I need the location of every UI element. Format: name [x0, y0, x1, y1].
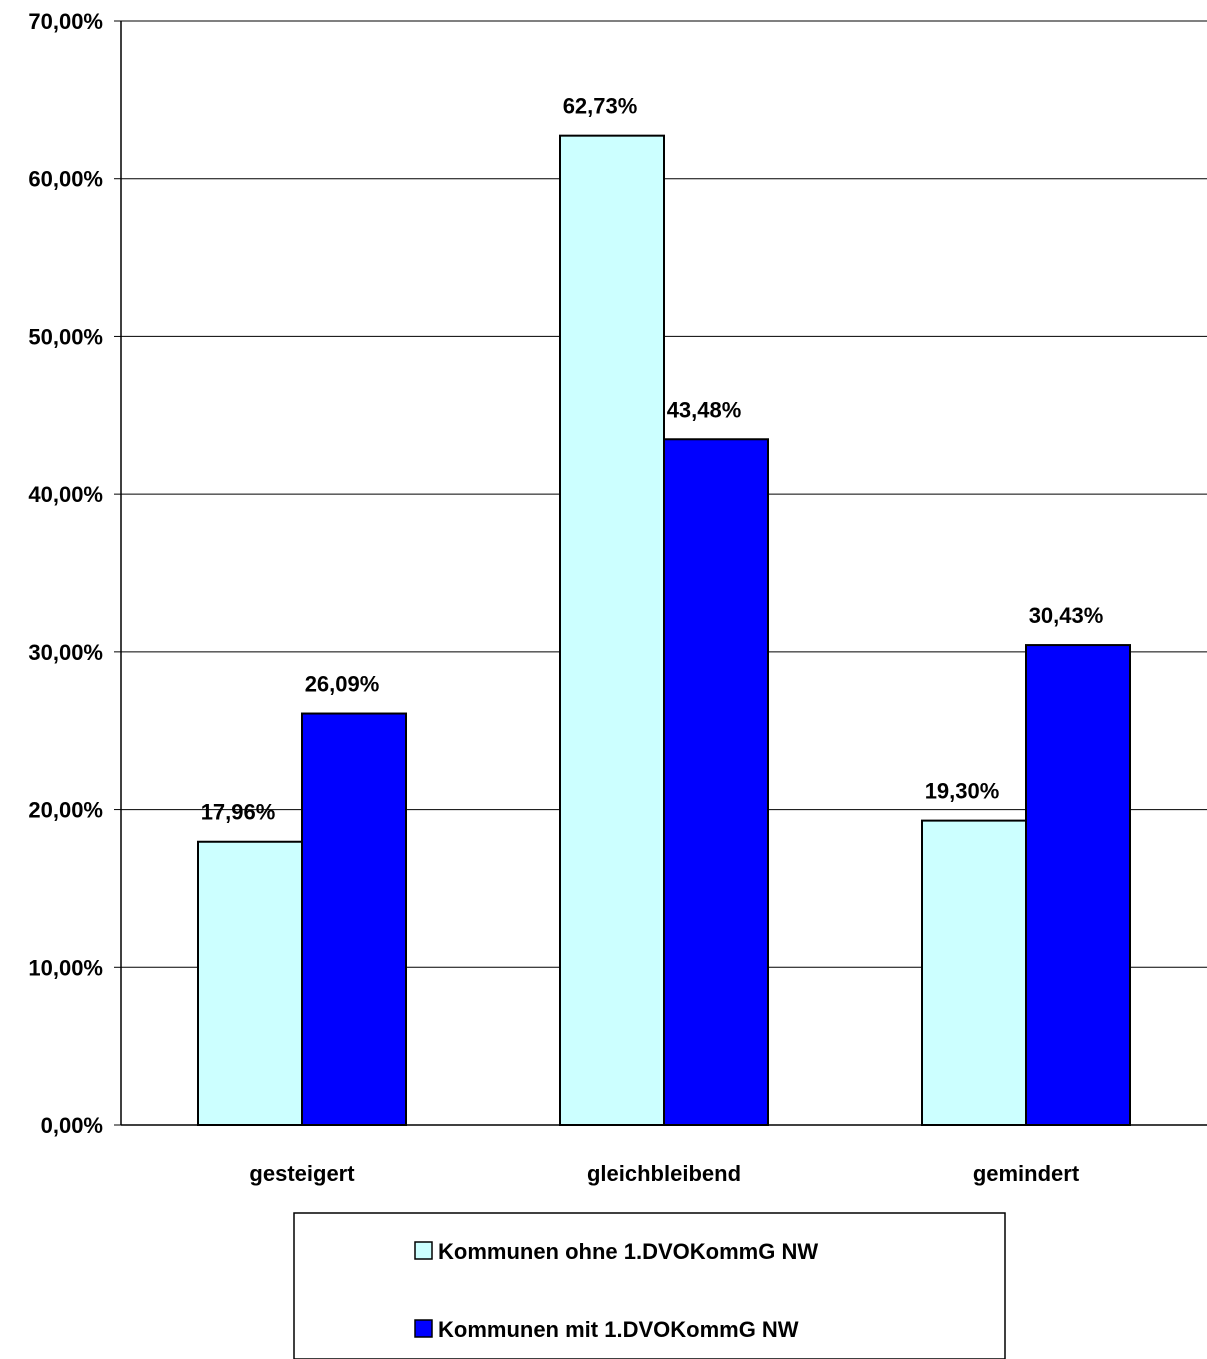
legend-box: [293, 1212, 1006, 1359]
bar: [1025, 644, 1131, 1126]
category-label: gemindert: [973, 1161, 1080, 1186]
legend-swatch: [414, 1319, 433, 1338]
y-tick-label: 70,00%: [28, 9, 103, 34]
bar: [663, 438, 769, 1126]
y-tick-label: 40,00%: [28, 482, 103, 507]
data-label: 26,09%: [305, 672, 380, 697]
y-tick-label: 20,00%: [28, 798, 103, 823]
bars: [197, 134, 1131, 1127]
y-tick-label: 0,00%: [41, 1113, 103, 1138]
data-label: 62,73%: [563, 94, 638, 119]
y-tick-label: 50,00%: [28, 324, 103, 349]
legend-label: Kommunen mit 1.DVOKommG NW: [438, 1317, 799, 1342]
bar: [921, 819, 1027, 1127]
data-label: 30,43%: [1029, 603, 1104, 628]
category-label: gesteigert: [249, 1161, 355, 1186]
legend-swatch: [414, 1241, 433, 1260]
bar: [197, 840, 303, 1126]
y-tick-label: 60,00%: [28, 167, 103, 192]
y-tick-label: 10,00%: [28, 955, 103, 980]
data-labels: 17,96% 26,09% 62,73% 43,48% 19,30% 30,43%: [201, 94, 1104, 825]
data-label: 17,96%: [201, 800, 276, 825]
legend: Kommunen ohne 1.DVOKommG NW Kommunen mit …: [293, 1212, 1006, 1359]
y-axis: 0,00% 10,00% 20,00% 30,00% 40,00% 50,00% 60,00…: [28, 9, 122, 1138]
x-axis: gesteigert gleichbleibend gemindert: [121, 1124, 1207, 1186]
bar: [301, 712, 407, 1126]
bar: [559, 134, 665, 1127]
legend-label: Kommunen ohne 1.DVOKommG NW: [438, 1239, 818, 1264]
y-tick-label: 30,00%: [28, 640, 103, 665]
data-label: 43,48%: [667, 397, 742, 422]
data-label: 19,30%: [925, 779, 1000, 804]
category-label: gleichbleibend: [587, 1161, 741, 1186]
